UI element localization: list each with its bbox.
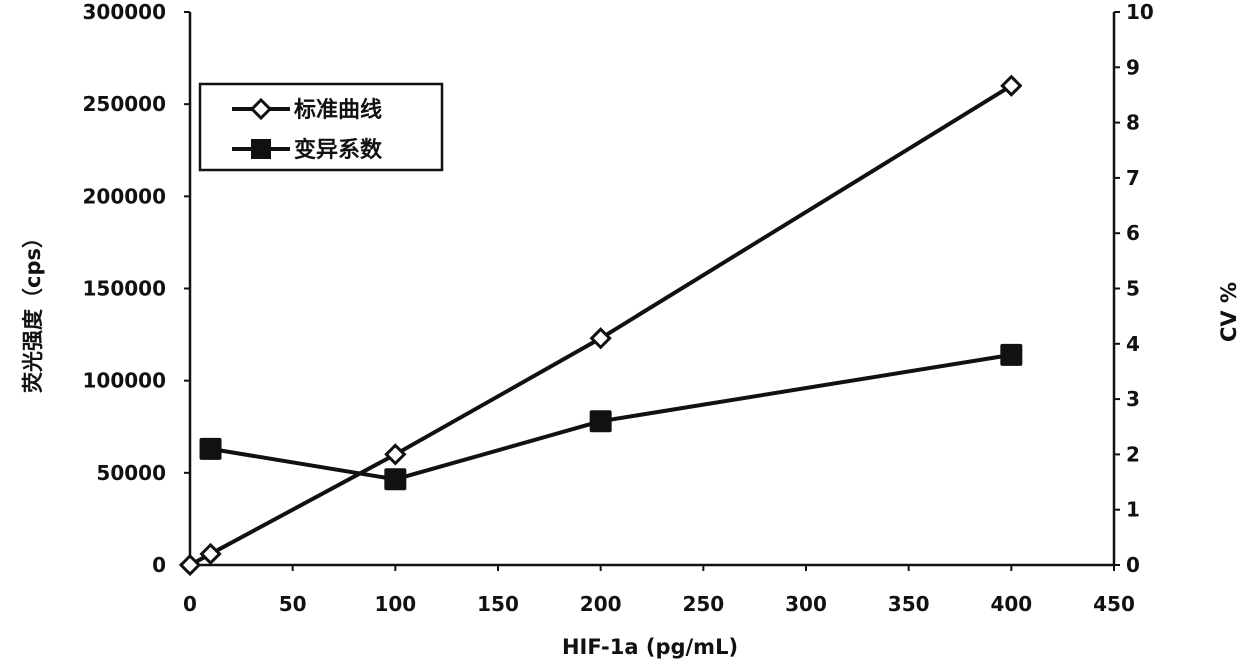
y2-tick-label: 5 bbox=[1126, 277, 1140, 301]
y2-tick-label: 4 bbox=[1126, 332, 1140, 356]
x-tick-label: 300 bbox=[785, 592, 827, 616]
y2-tick-label: 3 bbox=[1126, 387, 1140, 411]
left-y-axis-title: 荧光强度（cps） bbox=[21, 227, 45, 393]
x-tick-label: 450 bbox=[1093, 592, 1135, 616]
x-axis-title: HIF-1a (pg/mL) bbox=[562, 635, 738, 659]
x-tick-label: 150 bbox=[477, 592, 519, 616]
series-cv bbox=[200, 344, 1023, 490]
data-point-diamond bbox=[181, 556, 199, 574]
left-y-axis-ticks: 0 50000 100000 150000 200000 250000 300000 bbox=[83, 0, 191, 577]
data-point-diamond bbox=[386, 445, 404, 463]
y2-tick-label: 2 bbox=[1126, 442, 1140, 466]
y-tick-label: 150000 bbox=[83, 277, 167, 301]
x-tick-label: 100 bbox=[374, 592, 416, 616]
legend-label-cv: 变异系数 bbox=[294, 137, 383, 163]
data-point-square bbox=[590, 410, 612, 432]
data-point-square bbox=[384, 468, 406, 490]
legend-marker-square bbox=[251, 139, 271, 159]
legend-label-standard-curve: 标准曲线 bbox=[294, 97, 382, 123]
legend: 标准曲线 变异系数 bbox=[200, 84, 442, 170]
x-axis-ticks: 0 50 100 150 200 250 300 350 400 450 bbox=[183, 565, 1135, 616]
y-tick-label: 50000 bbox=[96, 461, 166, 485]
y-tick-label: 250000 bbox=[83, 92, 167, 116]
data-point-diamond bbox=[202, 545, 220, 563]
x-tick-label: 350 bbox=[888, 592, 930, 616]
data-point-square bbox=[200, 438, 222, 460]
x-tick-label: 400 bbox=[990, 592, 1032, 616]
y-tick-label: 0 bbox=[152, 553, 166, 577]
x-tick-label: 50 bbox=[279, 592, 307, 616]
x-tick-label: 200 bbox=[580, 592, 622, 616]
data-point-diamond bbox=[1002, 77, 1020, 95]
y2-tick-label: 6 bbox=[1126, 221, 1140, 245]
y2-tick-label: 8 bbox=[1126, 111, 1140, 135]
y2-tick-label: 9 bbox=[1126, 55, 1140, 79]
x-tick-label: 250 bbox=[682, 592, 724, 616]
y-tick-label: 100000 bbox=[83, 369, 167, 393]
y-tick-label: 200000 bbox=[83, 184, 167, 208]
y2-tick-label: 0 bbox=[1126, 553, 1140, 577]
right-y-axis-title: CV % bbox=[1217, 282, 1240, 342]
data-point-diamond bbox=[592, 329, 610, 347]
y2-tick-label: 1 bbox=[1126, 498, 1140, 522]
y2-tick-label: 7 bbox=[1126, 166, 1140, 190]
x-tick-label: 0 bbox=[183, 592, 197, 616]
data-point-square bbox=[1000, 344, 1022, 366]
y-tick-label: 300000 bbox=[83, 0, 167, 24]
right-y-axis-ticks: 0 1 2 3 4 5 6 7 8 9 10 bbox=[1114, 0, 1154, 577]
y2-tick-label: 10 bbox=[1126, 0, 1154, 24]
